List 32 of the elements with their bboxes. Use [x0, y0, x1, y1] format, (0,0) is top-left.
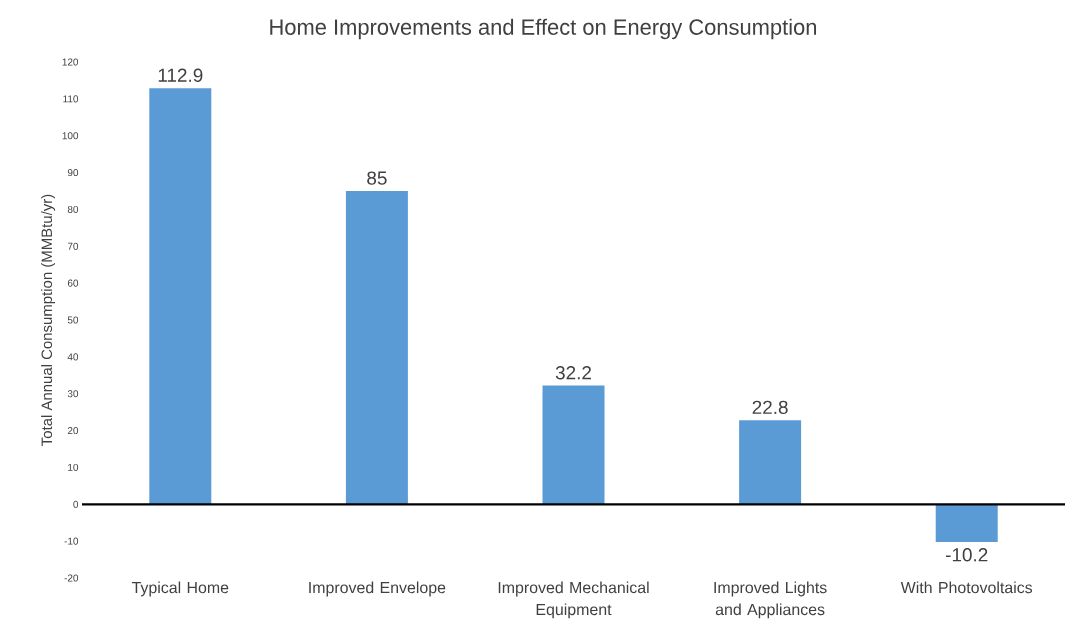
y-tick-label: 50	[67, 316, 79, 324]
y-tick-label: 110	[63, 95, 79, 103]
bar	[935, 504, 998, 542]
y-tick-label: 60	[67, 279, 79, 287]
bar	[345, 191, 408, 505]
data-label: 85	[367, 171, 387, 185]
data-label: -10.2	[945, 548, 988, 562]
y-tick-label: 100	[62, 132, 79, 140]
x-tick-label: With Photovoltaics	[900, 581, 1033, 594]
x-tick-label: Typical Home	[131, 581, 229, 597]
y-tick-label: 20	[67, 427, 79, 435]
bar	[149, 88, 212, 505]
x-tick-label: Improved Mechanical Equipment	[498, 581, 649, 619]
x-tick-label: Improved Envelope	[309, 581, 446, 597]
y-tick-label: 120	[62, 58, 79, 66]
y-tick-label: 30	[67, 390, 79, 398]
data-label: 22.8	[752, 400, 788, 415]
y-tick-label: 80	[67, 205, 79, 213]
y-tick-label: 40	[67, 353, 79, 361]
y-tick-label: 90	[67, 169, 79, 177]
bar	[739, 420, 802, 505]
y-tick-label: -10	[64, 537, 79, 545]
y-tick-label: 70	[67, 242, 79, 250]
y-tick-label: 0	[73, 500, 79, 508]
y-tick-label: -20	[64, 574, 79, 582]
data-label: 32.2	[555, 366, 591, 380]
x-tick-label: Improved Lights and Appliances	[714, 581, 827, 619]
chart-title: Home Improvements and Effect on Energy Consumption	[270, 18, 817, 40]
y-tick-label: 10	[68, 463, 79, 471]
y-axis-title: Total Annual Consumption (MMBtu/yr)	[41, 194, 56, 446]
data-label: 112.9	[158, 68, 203, 82]
bar	[542, 385, 605, 505]
